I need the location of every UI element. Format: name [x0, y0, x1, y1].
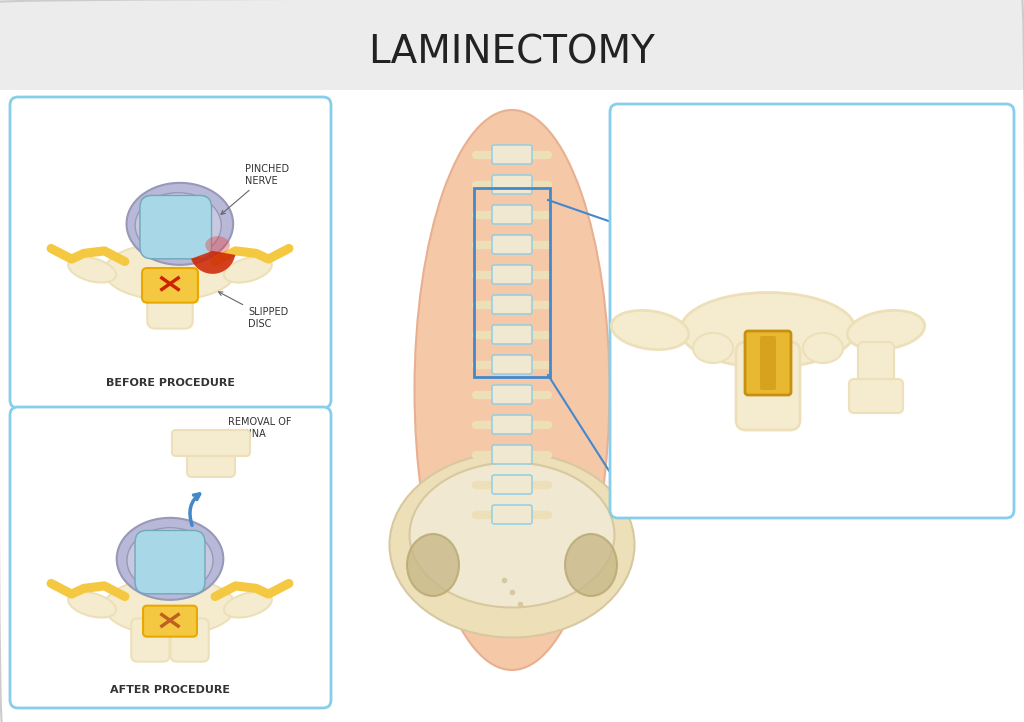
Ellipse shape [693, 333, 733, 363]
Ellipse shape [415, 110, 609, 670]
FancyBboxPatch shape [610, 104, 1014, 518]
Ellipse shape [127, 183, 233, 265]
FancyBboxPatch shape [0, 0, 1024, 90]
FancyBboxPatch shape [171, 619, 209, 661]
FancyBboxPatch shape [140, 196, 212, 258]
Ellipse shape [389, 453, 635, 638]
FancyBboxPatch shape [745, 331, 791, 395]
Ellipse shape [117, 518, 223, 600]
Ellipse shape [104, 578, 236, 635]
Ellipse shape [69, 592, 116, 617]
FancyBboxPatch shape [142, 268, 198, 303]
FancyBboxPatch shape [492, 355, 532, 374]
Ellipse shape [681, 292, 855, 367]
FancyBboxPatch shape [492, 445, 532, 464]
Ellipse shape [803, 333, 843, 363]
Ellipse shape [205, 236, 229, 254]
FancyBboxPatch shape [849, 379, 903, 413]
Wedge shape [191, 251, 236, 274]
Text: LAMINECTOMY: LAMINECTOMY [369, 33, 655, 71]
Ellipse shape [143, 202, 210, 252]
FancyBboxPatch shape [143, 606, 197, 637]
Ellipse shape [410, 463, 614, 607]
FancyBboxPatch shape [858, 342, 894, 390]
FancyBboxPatch shape [492, 325, 532, 344]
FancyBboxPatch shape [147, 267, 193, 329]
FancyBboxPatch shape [492, 505, 532, 524]
FancyBboxPatch shape [492, 235, 532, 254]
Text: LAMINA: LAMINA [785, 367, 864, 443]
Ellipse shape [136, 537, 204, 587]
Text: BEFORE PROCEDURE: BEFORE PROCEDURE [105, 378, 234, 388]
FancyBboxPatch shape [10, 407, 331, 708]
Ellipse shape [565, 534, 617, 596]
FancyBboxPatch shape [492, 265, 532, 284]
Text: REMOVAL OF
LAMINA: REMOVAL OF LAMINA [874, 477, 938, 499]
FancyBboxPatch shape [492, 205, 532, 224]
FancyBboxPatch shape [10, 97, 331, 408]
FancyBboxPatch shape [736, 342, 800, 430]
Ellipse shape [224, 592, 271, 617]
Ellipse shape [104, 243, 236, 300]
Text: SLIPPED
DISC: SLIPPED DISC [218, 292, 288, 329]
FancyBboxPatch shape [492, 145, 532, 164]
FancyBboxPatch shape [760, 336, 776, 390]
Ellipse shape [847, 310, 925, 349]
FancyBboxPatch shape [492, 415, 532, 434]
Text: REMOVAL OF
LAMINA: REMOVAL OF LAMINA [228, 417, 292, 446]
FancyBboxPatch shape [492, 475, 532, 494]
FancyBboxPatch shape [131, 619, 169, 661]
Text: AFTER PROCEDURE: AFTER PROCEDURE [110, 685, 230, 695]
FancyBboxPatch shape [172, 430, 250, 456]
Ellipse shape [135, 193, 221, 258]
FancyBboxPatch shape [492, 295, 532, 314]
FancyBboxPatch shape [135, 531, 205, 593]
FancyBboxPatch shape [187, 439, 234, 477]
FancyBboxPatch shape [492, 175, 532, 194]
Ellipse shape [127, 528, 213, 593]
Ellipse shape [611, 310, 689, 349]
Text: PINCHED
NERVE: PINCHED NERVE [221, 164, 289, 214]
FancyBboxPatch shape [492, 385, 532, 404]
Ellipse shape [69, 257, 116, 282]
Ellipse shape [407, 534, 459, 596]
Ellipse shape [224, 257, 271, 282]
